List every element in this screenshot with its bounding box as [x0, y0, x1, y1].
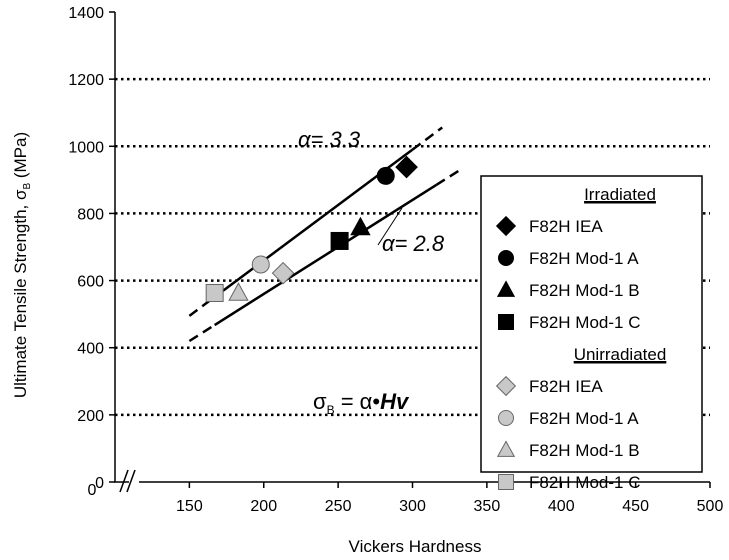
legend-label: F82H Mod-1 C: [529, 313, 640, 332]
legend-marker: [498, 314, 514, 330]
fit-line-dashed: [188, 295, 216, 317]
axis-break-mark: [119, 469, 129, 493]
legend-label: F82H IEA: [529, 377, 603, 396]
legend-marker: [496, 280, 516, 297]
y-tick-label: 1000: [68, 139, 104, 156]
legend-group-title: Irradiated: [584, 185, 656, 204]
legend-label: F82H Mod-1 C: [529, 473, 640, 492]
axis-break-mark: [126, 469, 136, 493]
equation: σB = α•Hv: [313, 389, 410, 417]
legend-marker: [496, 440, 516, 457]
data-points: [205, 155, 418, 302]
fit-line-dashed: [435, 167, 463, 187]
legend-label: F82H Mod-1 B: [529, 441, 640, 460]
y-tick-label: 400: [77, 341, 104, 358]
legend-marker: [495, 375, 517, 397]
x-tick-label: 500: [697, 498, 724, 515]
data-point: [228, 282, 249, 301]
x-tick-label: 350: [474, 498, 501, 515]
fit-label-2-8: α= 2.8: [382, 231, 445, 256]
y-tick-label: 200: [77, 408, 104, 425]
data-point: [251, 255, 270, 274]
data-point: [271, 261, 295, 285]
y-tick-label: 1200: [68, 72, 104, 89]
data-point: [330, 231, 349, 250]
legend-box: [480, 175, 703, 473]
x-tick-label: 200: [250, 498, 277, 515]
legend: Irradiated F82H IEA F82H Mod-1 A F82H Mod-1…: [480, 175, 703, 492]
x-tick-label: 450: [622, 498, 649, 515]
x-tick-label: 250: [325, 498, 352, 515]
fit-label-3-3: α= 3.3: [298, 127, 361, 152]
legend-marker: [498, 410, 514, 426]
y-tick-label: 600: [77, 274, 104, 291]
annotations: α= 3.3 α= 2.8 σB = α•Hv: [298, 127, 445, 417]
y-tick-label: 1400: [68, 5, 104, 22]
fit-label-leader: [377, 207, 403, 246]
legend-label: F82H IEA: [529, 217, 603, 236]
legend-group-title: Unirradiated: [574, 345, 667, 364]
data-point: [205, 283, 224, 302]
data-point: [395, 155, 418, 179]
legend-label: F82H Mod-1 A: [529, 249, 639, 268]
legend-marker: [495, 215, 517, 237]
x-tick-label: 150: [176, 498, 203, 515]
y-axis-label: Ultimate Tensile Strength, σB (MPa): [11, 132, 33, 398]
tick-labels: 0 200 400 600 800 1000 1200 1400 150 200 250 300 350…: [68, 5, 723, 515]
legend-label: F82H Mod-1 A: [529, 409, 639, 428]
axes: [109, 11, 711, 493]
legend-label: F82H Mod-1 B: [529, 281, 640, 300]
fit-line-dashed: [188, 323, 216, 343]
fit-line-solid: [213, 183, 437, 327]
x-origin-label: 0: [88, 482, 97, 499]
data-point: [350, 216, 371, 236]
y-axis-label-group: Ultimate Tensile Strength, σB (MPa): [11, 132, 33, 398]
x-axis-label: Vickers Hardness: [349, 537, 482, 556]
x-tick-label: 300: [399, 498, 426, 515]
y-tick-label: 0: [95, 475, 104, 492]
data-point: [376, 166, 395, 185]
legend-marker: [498, 250, 514, 266]
fit-line-dashed: [411, 126, 443, 151]
x-tick-label: 400: [548, 498, 575, 515]
y-tick-label: 800: [77, 206, 104, 223]
legend-marker: [498, 474, 514, 490]
